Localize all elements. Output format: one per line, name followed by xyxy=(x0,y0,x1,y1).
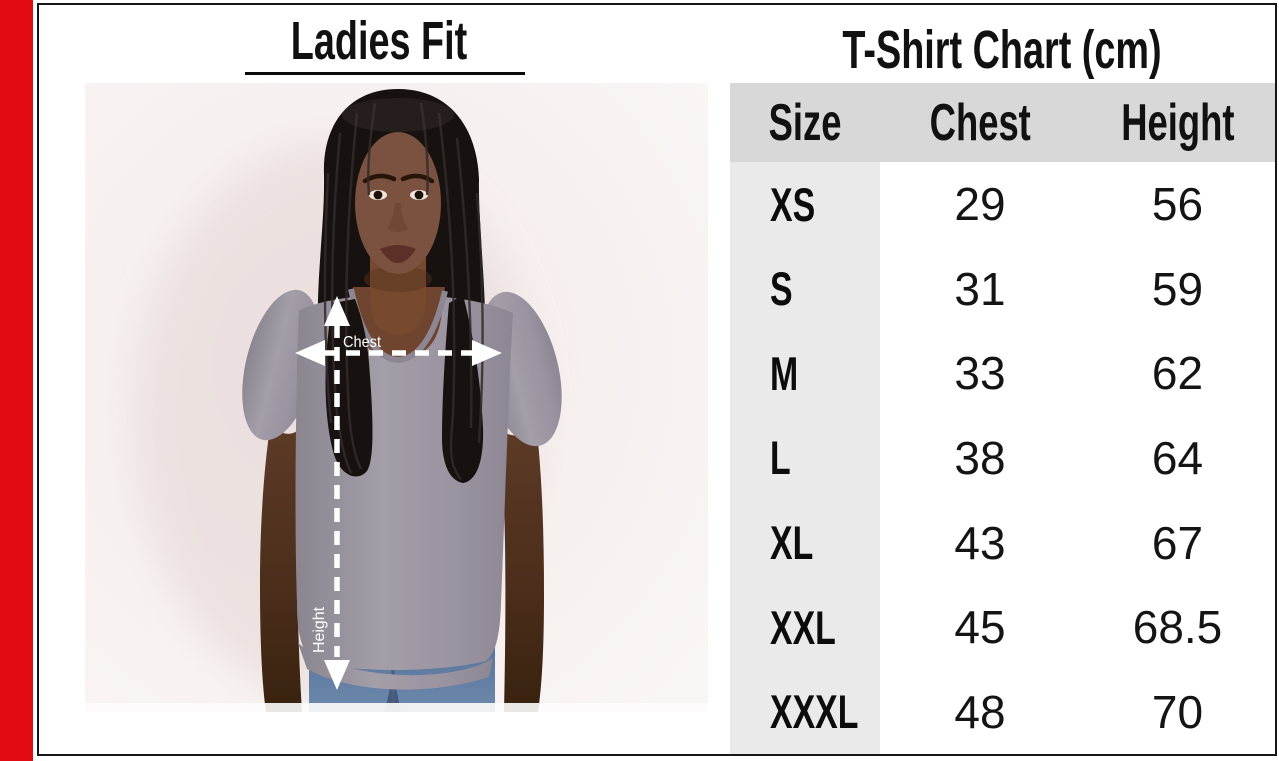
header-cell-size: Size xyxy=(730,83,880,162)
right-iris xyxy=(414,190,424,200)
cell-size: XXL xyxy=(730,584,880,670)
chin-shadow xyxy=(364,266,432,292)
cell-height: 64 xyxy=(1151,431,1204,484)
cell-height: 67 xyxy=(1151,516,1204,569)
cell-chest: 48 xyxy=(954,685,1006,738)
right-arm xyxy=(500,423,544,712)
header-cell-height: Height xyxy=(1080,83,1275,162)
tshirt-chart-title-text: T-Shirt Chart (cm) xyxy=(842,20,1163,80)
braids-left-front xyxy=(325,299,373,477)
cell-height: 68.5 xyxy=(1132,601,1223,654)
cell-size: XXXL xyxy=(730,669,880,754)
cell-chest: 33 xyxy=(954,347,1006,400)
cell-height: 70 xyxy=(1151,685,1204,738)
person-illustration: Chest Height xyxy=(85,83,708,712)
cell-size: S xyxy=(730,246,880,332)
red-accent-bar xyxy=(0,0,33,761)
left-arm xyxy=(260,421,302,712)
height-arrow-label: Height xyxy=(311,606,328,653)
cell-size: XL xyxy=(730,500,880,585)
tshirt-chart-title: T-Shirt Chart (cm) xyxy=(730,15,1275,80)
cell-size: XS xyxy=(730,162,880,247)
nose xyxy=(387,203,409,232)
cell-chest: 29 xyxy=(954,178,1006,231)
chest-arrow-label: Chest xyxy=(343,334,382,351)
size-chart-table: Size Chest Height XS 29 56 S 31 59 M 33 … xyxy=(730,83,1275,754)
chest-arrow xyxy=(295,340,502,366)
right-eyebrow xyxy=(400,173,435,184)
cell-height: 59 xyxy=(1151,262,1204,315)
left-iris xyxy=(373,190,383,200)
hairline xyxy=(353,104,443,185)
height-arrow xyxy=(324,296,350,690)
ladies-fit-title-text: Ladies Fit xyxy=(290,11,468,71)
floor xyxy=(85,703,708,712)
content-frame: Ladies Fit xyxy=(37,3,1277,756)
braid-texture xyxy=(323,102,484,480)
cell-chest: 38 xyxy=(954,431,1006,484)
header-cell-chest: Chest xyxy=(880,83,1080,162)
cell-chest: 45 xyxy=(954,601,1006,654)
cell-height: 56 xyxy=(1151,178,1204,231)
cell-size: L xyxy=(730,415,880,501)
lips xyxy=(380,245,416,263)
ladies-fit-title: Ladies Fit xyxy=(85,11,685,75)
cell-size: M xyxy=(730,331,880,416)
model-photo: Chest Height xyxy=(85,83,708,712)
hair-sheen xyxy=(342,98,454,132)
cell-chest: 31 xyxy=(954,262,1006,315)
cell-chest: 43 xyxy=(954,516,1006,569)
cell-height: 62 xyxy=(1151,347,1204,400)
tshirt-hem xyxy=(298,643,493,690)
